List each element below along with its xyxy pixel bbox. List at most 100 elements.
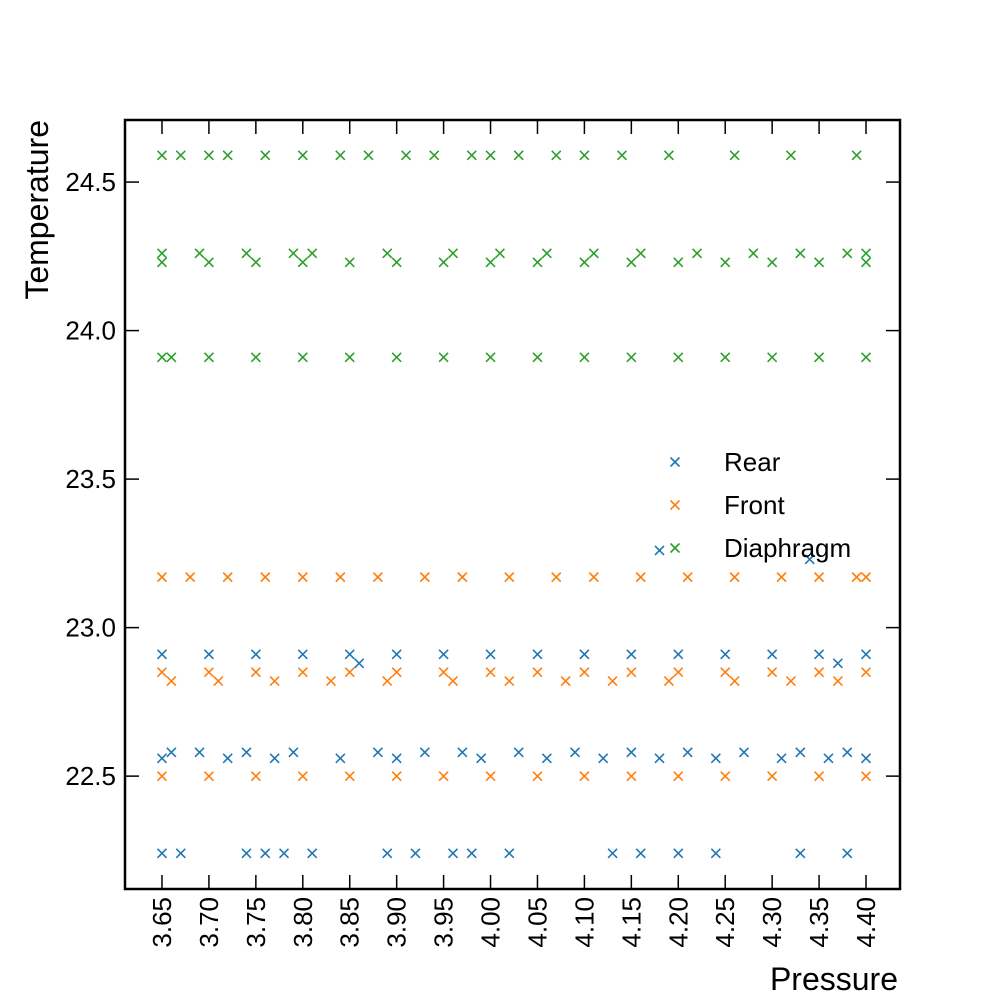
scatter-point: [457, 747, 468, 758]
plot-frame: [123, 118, 902, 891]
scatter-point: [203, 649, 214, 660]
scatter-point: [654, 545, 665, 556]
scatter-point: [241, 747, 252, 758]
scatter-point: [485, 352, 496, 363]
scatter-point: [860, 771, 872, 782]
scatter-point: [288, 747, 299, 758]
scatter-point: [325, 676, 337, 687]
legend-marker: [669, 542, 681, 554]
scatter-point: [767, 667, 778, 678]
scatter-point: [767, 352, 778, 363]
scatter-point: [335, 572, 346, 583]
scatter-point: [156, 572, 168, 583]
scatter-point: [250, 352, 261, 363]
scatter-point: [654, 753, 665, 764]
scatter-point: [250, 667, 261, 678]
scatter-point: [541, 248, 552, 259]
scatter-point: [382, 848, 393, 859]
scatter-point: [691, 248, 703, 259]
scatter-point: [335, 753, 346, 764]
x-tick-label: 4.25: [710, 897, 740, 948]
scatter-point: [532, 667, 543, 678]
scatter-point: [814, 572, 825, 583]
scatter-point: [851, 572, 862, 583]
scatter-point: [541, 753, 552, 764]
scatter-point: [673, 848, 684, 859]
scatter-point: [297, 667, 308, 678]
scatter-point: [260, 150, 271, 161]
scatter-point: [222, 572, 233, 583]
scatter-point: [344, 667, 355, 678]
scatter-point: [260, 848, 271, 859]
y-tick-label: 24.0: [65, 316, 116, 346]
scatter-point: [795, 248, 806, 259]
scatter-point: [607, 848, 618, 859]
scatter-point: [738, 747, 750, 758]
x-tick-label: 4.40: [851, 897, 881, 948]
scatter-point: [785, 150, 796, 161]
x-tick-label: 3.75: [241, 897, 271, 948]
scatter-point: [185, 572, 196, 583]
legend-label: Diaphragm: [724, 533, 851, 563]
scatter-point: [729, 572, 740, 583]
scatter-point: [532, 649, 543, 660]
scatter-point: [635, 248, 646, 259]
x-tick-label: 4.20: [663, 897, 693, 948]
scatter-point: [795, 848, 806, 859]
scatter-point: [823, 753, 834, 764]
scatter-point: [626, 747, 637, 758]
scatter-point: [382, 248, 393, 259]
scatter-point: [278, 848, 290, 859]
scatter-point: [344, 649, 355, 660]
x-tick-label: 3.65: [147, 897, 177, 948]
scatter-point: [851, 150, 862, 161]
scatter-point: [767, 771, 778, 782]
scatter-point: [419, 747, 430, 758]
x-tick-label: 3.90: [382, 897, 412, 948]
y-tick-label: 22.5: [65, 761, 116, 791]
scatter-point: [860, 257, 872, 268]
scatter-point: [335, 150, 346, 161]
scatter-point: [626, 352, 637, 363]
scatter-point: [457, 572, 468, 583]
scatter-point: [588, 572, 599, 583]
scatter-point: [297, 771, 308, 782]
scatter-point: [860, 572, 872, 583]
scatter-point: [710, 848, 721, 859]
legend-marker: [669, 456, 681, 468]
scatter-point: [626, 771, 637, 782]
scatter-point: [466, 150, 477, 161]
scatter-point: [156, 753, 168, 764]
scatter-point: [579, 667, 590, 678]
scatter-point: [485, 771, 496, 782]
scatter-point: [156, 257, 168, 268]
scatter-point: [222, 753, 233, 764]
scatter-point: [307, 848, 318, 859]
scatter-point: [485, 150, 496, 161]
scatter-point: [673, 771, 684, 782]
scatter-point: [419, 572, 430, 583]
scatter-point: [438, 667, 449, 678]
scatter-point: [504, 572, 515, 583]
scatter-point: [729, 150, 740, 161]
scatter-point: [626, 649, 637, 660]
x-axis-label: Pressure: [770, 961, 898, 997]
scatter-point: [860, 667, 872, 678]
scatter-point: [297, 649, 308, 660]
scatter-point: [297, 257, 308, 268]
scatter-point: [748, 248, 759, 259]
scatter-point: [429, 150, 440, 161]
scatter-point: [860, 248, 872, 259]
scatter-point: [241, 848, 252, 859]
scatter-point: [551, 572, 562, 583]
scatter-point: [166, 352, 177, 363]
scatter-point: [372, 747, 383, 758]
scatter-point: [166, 747, 177, 758]
scatter-point: [776, 572, 787, 583]
x-tick-label: 3.80: [288, 897, 318, 948]
scatter-point: [194, 747, 205, 758]
scatter-point: [382, 676, 393, 687]
y-tick-label: 23.0: [65, 613, 116, 643]
scatter-point: [447, 848, 459, 859]
scatter-point: [682, 572, 693, 583]
